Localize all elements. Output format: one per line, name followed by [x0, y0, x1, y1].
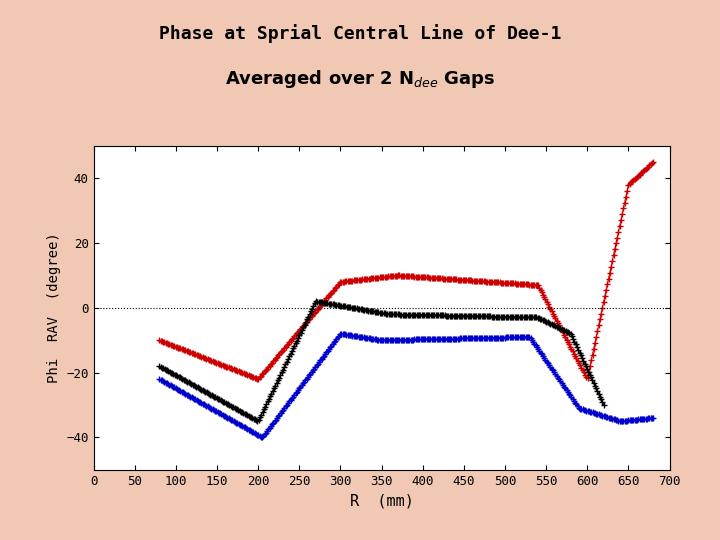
Text: Phase at Sprial Central Line of Dee-1: Phase at Sprial Central Line of Dee-1	[159, 24, 561, 43]
Text: Averaged over 2 N$_{dee}$ Gaps: Averaged over 2 N$_{dee}$ Gaps	[225, 68, 495, 90]
X-axis label: R  (mm): R (mm)	[350, 493, 413, 508]
Y-axis label: Phi  RAV  (degree): Phi RAV (degree)	[47, 232, 60, 383]
